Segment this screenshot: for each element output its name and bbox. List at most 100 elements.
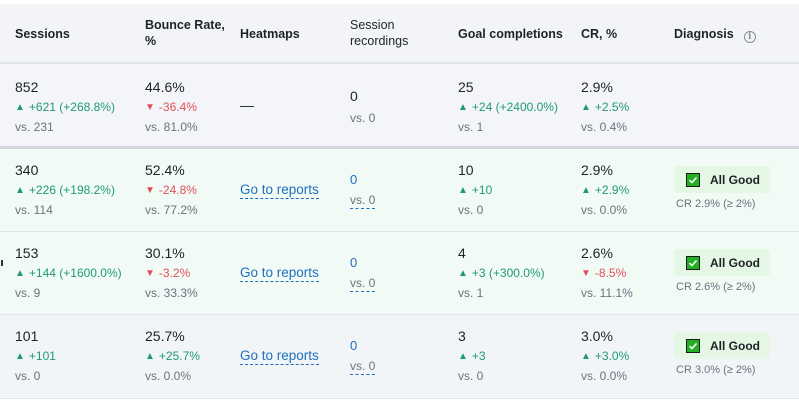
- delta-text: -24.8%: [158, 183, 197, 197]
- heatmaps-cell: Go to reports: [240, 347, 319, 365]
- col-header-label: recordings: [350, 34, 409, 48]
- cr-vs: vs. 11.1%: [581, 286, 633, 300]
- goals-value: 25: [458, 79, 474, 95]
- badge-label: All Good: [710, 255, 760, 270]
- go-to-reports-link[interactable]: Go to reports: [240, 182, 319, 199]
- col-header-label: Bounce Rate,: [145, 18, 225, 32]
- info-icon[interactable]: i: [743, 31, 756, 43]
- diagnosis-note: CR 2.9% (≥ 2%): [676, 198, 756, 210]
- recordings-vs-link[interactable]: vs. 0: [350, 193, 376, 209]
- table-header: Sessions Bounce Rate,% Heatmaps Session r…: [0, 4, 799, 64]
- diagnosis-cell: All Good CR 2.6% (≥ 2%): [674, 249, 770, 293]
- col-header-sessions[interactable]: Sessions: [15, 26, 70, 42]
- recordings-value: 0: [350, 172, 358, 187]
- goals-delta: ▲ +3 (+300.0%): [458, 264, 545, 283]
- bounce-rate-delta: ▼ -36.4%: [145, 98, 198, 117]
- recordings-vs-link[interactable]: vs. 0: [350, 276, 376, 292]
- delta-text: +226 (+198.2%): [28, 183, 115, 197]
- heatmaps-cell: —: [240, 97, 254, 115]
- bounce-rate-vs: vs. 0.0%: [145, 369, 192, 383]
- bounce-rate-vs: vs. 77.2%: [145, 203, 198, 217]
- delta-text: +10: [471, 183, 493, 197]
- sessions-value: 153: [15, 245, 39, 261]
- col-header-label: Heatmaps: [240, 27, 300, 41]
- col-header-label: CR, %: [581, 27, 618, 41]
- sessions-value: 852: [15, 79, 39, 95]
- bounce-rate-value: 44.6%: [145, 79, 185, 95]
- goals-value: 4: [458, 245, 466, 261]
- diagnosis-note: CR 3.0% (≥ 2%): [676, 364, 756, 376]
- bounce-rate-cell: 25.7% ▲ +25.7% vs. 0.0%: [145, 327, 200, 385]
- recordings-vs-link[interactable]: vs. 0: [350, 359, 376, 375]
- sessions-vs: vs. 114: [15, 203, 53, 217]
- goals-value: 3: [458, 328, 466, 344]
- cr-delta: ▼ -8.5%: [581, 264, 633, 283]
- delta-text: +144 (+1600.0%): [28, 266, 122, 280]
- check-icon: [686, 172, 700, 187]
- go-to-reports-link[interactable]: Go to reports: [240, 348, 319, 365]
- sessions-value: 340: [15, 162, 39, 178]
- cr-value: 2.6%: [581, 245, 613, 261]
- summary-row: 852 ▲ +621 (+268.8%) vs. 231 44.6% ▼ -36.4…: [0, 64, 799, 149]
- arrow-up-icon: ▲: [581, 185, 591, 196]
- diagnosis-note: CR 2.6% (≥ 2%): [676, 281, 756, 293]
- col-header-heatmaps[interactable]: Heatmaps: [240, 26, 300, 42]
- col-header-goal-completions[interactable]: Goal completions: [458, 26, 563, 42]
- diagnosis-cell: All Good CR 3.0% (≥ 2%): [674, 332, 770, 376]
- sessions-vs: vs. 9: [15, 286, 41, 300]
- col-header-label: Session: [350, 18, 395, 32]
- delta-text: +2.9%: [594, 183, 630, 197]
- recordings-value: 0: [350, 88, 358, 104]
- sessions-delta: ▲ +226 (+198.2%): [15, 181, 115, 200]
- bounce-rate-delta: ▲ +25.7%: [145, 347, 200, 366]
- check-icon: [686, 338, 700, 353]
- bounce-rate-cell: 44.6% ▼ -36.4% vs. 81.0%: [145, 78, 198, 136]
- recordings-cell: 0 vs. 0: [350, 337, 376, 375]
- badge-label: All Good: [710, 172, 760, 187]
- status-badge: All Good: [674, 249, 770, 276]
- arrow-up-icon: ▲: [15, 102, 25, 113]
- arrow-up-icon: ▲: [581, 102, 591, 113]
- cr-cell: 2.9% ▲ +2.9% vs. 0.0%: [581, 161, 629, 219]
- arrow-down-icon: ▼: [581, 268, 591, 279]
- col-header-bounce-rate[interactable]: Bounce Rate,%: [145, 17, 225, 49]
- recordings-cell: 0 vs. 0: [350, 171, 376, 209]
- cr-cell: 3.0% ▲ +3.0% vs. 0.0%: [581, 327, 629, 385]
- delta-text: +24 (+2400.0%): [471, 100, 558, 114]
- bounce-rate-vs: vs. 81.0%: [145, 120, 198, 134]
- col-header-label: %: [145, 34, 157, 48]
- goals-vs: vs. 1: [458, 286, 484, 300]
- goals-delta: ▲ +10: [458, 181, 492, 200]
- recordings-value: 0: [350, 255, 358, 270]
- delta-text: -3.2%: [158, 266, 191, 280]
- delta-text: +3: [471, 349, 486, 363]
- arrow-up-icon: ▲: [458, 268, 468, 279]
- arrow-up-icon: ▲: [458, 102, 468, 113]
- delta-text: -8.5%: [594, 266, 627, 280]
- cr-value: 2.9%: [581, 79, 613, 95]
- delta-text: -36.4%: [158, 100, 197, 114]
- bounce-rate-cell: 30.1% ▼ -3.2% vs. 33.3%: [145, 244, 198, 302]
- sessions-vs: vs. 0: [15, 369, 41, 383]
- sessions-cell: 153 ▲ +144 (+1600.0%) vs. 9: [15, 244, 122, 302]
- table-row: 101 ▲ +101 vs. 0 25.7% ▲ +25.7% vs. 0.0% G…: [0, 315, 799, 399]
- go-to-reports-link[interactable]: Go to reports: [240, 265, 319, 282]
- arrow-down-icon: ▼: [145, 102, 155, 113]
- bounce-rate-vs: vs. 33.3%: [145, 286, 198, 300]
- arrow-up-icon: ▲: [581, 351, 591, 362]
- heatmaps-cell: Go to reports: [240, 264, 319, 282]
- table-row: 153 ▲ +144 (+1600.0%) vs. 9 30.1% ▼ -3.2% …: [0, 232, 799, 315]
- badge-label: All Good: [710, 338, 760, 353]
- heatmaps-cell: Go to reports: [240, 181, 319, 199]
- delta-text: +2.5%: [594, 100, 630, 114]
- col-header-cr[interactable]: CR, %: [581, 26, 617, 42]
- col-header-label: Diagnosis: [674, 27, 734, 41]
- recordings-vs: vs. 0: [350, 111, 376, 125]
- goals-cell: 4 ▲ +3 (+300.0%) vs. 1: [458, 244, 545, 302]
- arrow-down-icon: ▼: [145, 268, 155, 279]
- col-header-diagnosis: Diagnosis i: [674, 26, 756, 43]
- col-header-session-recordings[interactable]: Session recordings: [350, 17, 408, 49]
- bounce-rate-delta: ▼ -24.8%: [145, 181, 198, 200]
- bounce-rate-delta: ▼ -3.2%: [145, 264, 198, 283]
- goals-delta: ▲ +3: [458, 347, 486, 366]
